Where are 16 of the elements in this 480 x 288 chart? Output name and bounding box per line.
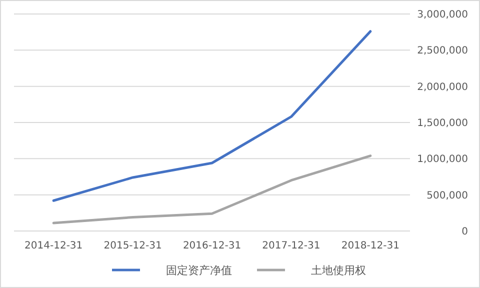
y-tick-label: 1,000,000 bbox=[417, 154, 468, 166]
x-tick-label: 2015-12-31 bbox=[104, 240, 162, 252]
line-series bbox=[52, 154, 372, 224]
x-tick-label: 2014-12-31 bbox=[24, 240, 83, 252]
legend-label: 土地使用权 bbox=[311, 264, 366, 277]
y-tick-label: 3,000,000 bbox=[417, 10, 468, 20]
y-tick-label: 2,000,000 bbox=[417, 82, 468, 93]
y-tick-label: 1,500,000 bbox=[417, 118, 468, 129]
x-tick-label: 2017-12-31 bbox=[262, 240, 320, 252]
x-tick-label: 2016-12-31 bbox=[182, 240, 242, 252]
x-tick-label: 2018-12-31 bbox=[341, 240, 400, 252]
y-tick-label: 2,500,000 bbox=[417, 46, 468, 57]
y-tick-label: 500,000 bbox=[426, 190, 468, 202]
legend-label: 固定资产净值 bbox=[166, 264, 232, 277]
y-tick-label: 0 bbox=[462, 226, 468, 238]
line-series bbox=[52, 30, 372, 202]
